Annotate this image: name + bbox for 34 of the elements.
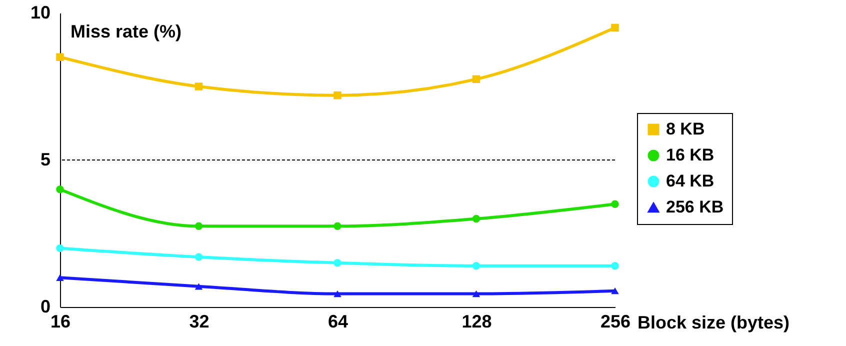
y-tick-label: 10 — [30, 2, 50, 22]
point — [334, 290, 342, 298]
x-tick-label: 256 — [600, 312, 631, 332]
x-tick-label: 16 — [50, 312, 71, 332]
legend-label: 64 KB — [666, 172, 714, 190]
point — [334, 222, 342, 230]
point — [334, 91, 342, 100]
point — [472, 262, 480, 270]
point — [611, 262, 619, 270]
y-tick-label: 5 — [40, 150, 50, 170]
point — [334, 259, 342, 267]
point — [194, 253, 203, 261]
y-axis-title: Miss rate (%) — [70, 22, 182, 42]
point — [56, 186, 64, 194]
x-tick-label: 64 — [328, 312, 348, 332]
point — [611, 200, 619, 208]
point — [472, 290, 480, 298]
y-tick-label: 0 — [40, 296, 50, 316]
legend-label: 8 KB — [666, 120, 705, 138]
point — [56, 244, 64, 252]
point — [611, 24, 619, 32]
point — [56, 53, 64, 61]
legend-label: 16 KB — [666, 146, 714, 164]
x-tick-label: 32 — [189, 312, 210, 332]
point — [472, 75, 480, 84]
point — [194, 82, 203, 90]
legend-label: 256 KB — [666, 198, 724, 216]
point — [194, 283, 203, 290]
x-tick-label: 128 — [462, 312, 492, 332]
point — [194, 222, 203, 230]
point — [56, 274, 64, 281]
x-axis-title: Block size (bytes) — [638, 312, 790, 332]
point — [472, 214, 480, 223]
point — [611, 287, 619, 294]
